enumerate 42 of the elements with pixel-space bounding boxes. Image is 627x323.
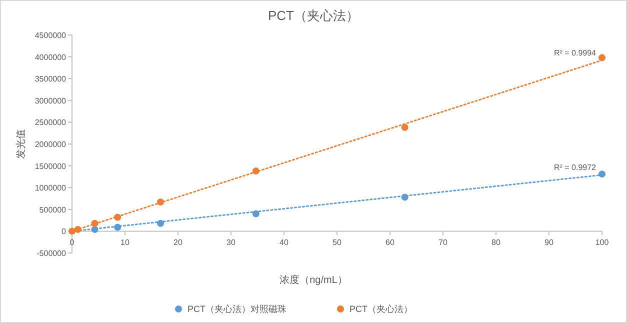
y-tick-label: 2000000 <box>34 140 67 149</box>
x-tick-label: 100 <box>595 238 610 248</box>
x-tick-label: 60 <box>386 238 395 248</box>
point <box>114 214 122 221</box>
point <box>401 124 408 131</box>
legend-label: PCT（夹心法） <box>350 304 412 314</box>
point <box>598 170 606 178</box>
x-tick-label: 50 <box>332 238 342 248</box>
x-tick-label: 10 <box>120 238 130 248</box>
y-tick-label: 1500000 <box>34 162 67 171</box>
y-tick-label: 4500000 <box>34 31 67 40</box>
annotation: R² = 0.9994 <box>554 48 597 58</box>
y-tick-label: 3000000 <box>34 96 67 106</box>
x-axis-title: 浓度（ng/mL） <box>280 274 348 286</box>
annotation: R² = 0.9972 <box>554 162 597 172</box>
x-tick-label: 0 <box>70 238 75 248</box>
y-axis-title: 发光值 <box>15 129 27 159</box>
x-tick-label: 80 <box>492 238 501 248</box>
point <box>114 224 122 231</box>
point <box>91 220 98 227</box>
x-tick-label: 40 <box>280 238 289 248</box>
y-tick-label: -500000 <box>36 249 67 258</box>
point <box>157 198 164 206</box>
y-tick-label: 500000 <box>39 205 67 214</box>
point <box>252 168 260 175</box>
y-tick-label: 0 <box>62 227 67 236</box>
point <box>598 54 606 62</box>
point <box>91 226 98 233</box>
x-tick-label: 20 <box>174 238 183 248</box>
y-tick-label: 3500000 <box>34 74 67 84</box>
x-tick-label: 30 <box>226 238 236 248</box>
x-tick-label: 90 <box>544 238 554 248</box>
y-tick-label: 2500000 <box>34 118 67 128</box>
chart-title: PCT（夹心法） <box>268 8 359 23</box>
legend-label: PCT（夹心法）对照磁珠 <box>188 304 286 314</box>
point <box>157 220 164 227</box>
point <box>252 210 260 218</box>
point <box>401 194 408 201</box>
y-tick-label: 4000000 <box>34 52 67 62</box>
point <box>74 226 82 233</box>
x-tick-label: 70 <box>438 238 448 248</box>
y-tick-label: 1000000 <box>34 184 67 193</box>
